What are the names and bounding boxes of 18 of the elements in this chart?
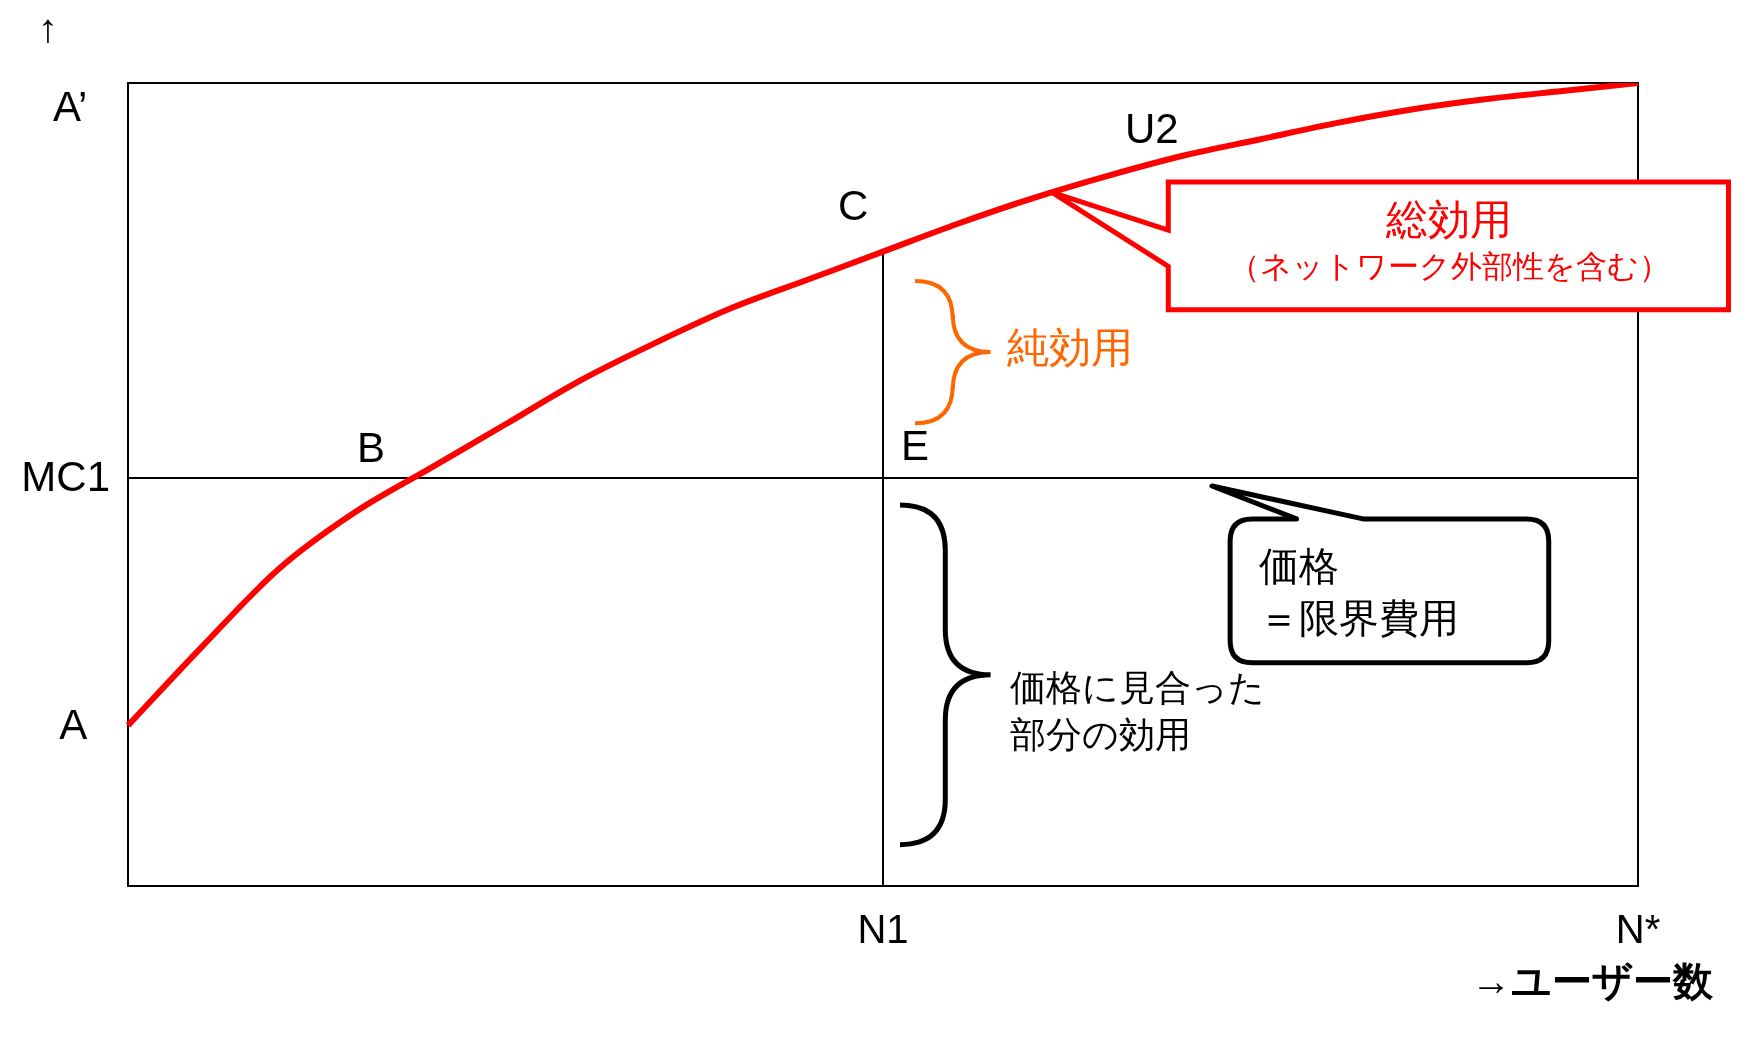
x-tick-label: N1 — [857, 907, 909, 952]
y-axis-title: ↑ — [38, 5, 58, 51]
annotation: E — [901, 422, 930, 471]
annotation: C — [838, 181, 869, 230]
ref-line-label: MC1 — [21, 453, 110, 502]
annotation: B — [357, 424, 386, 472]
x-axis-title: →ユーザー数 — [1471, 958, 1713, 1004]
x-tick-label: N* — [1615, 907, 1661, 952]
annotation: 価格 — [1258, 543, 1339, 590]
annotation: 総効用 — [1385, 196, 1514, 245]
text: A’ — [53, 82, 88, 132]
annotation: 価格に見合った — [1009, 666, 1265, 709]
annotation: （ネットワーク外部性を含む） — [1227, 249, 1671, 285]
annotation: ＝限界費用 — [1258, 594, 1459, 641]
annotation: U2 — [1123, 105, 1180, 154]
annotation: 部分の効用 — [1009, 714, 1191, 756]
text: A — [59, 701, 88, 750]
annotation: 純効用 — [1006, 323, 1133, 373]
